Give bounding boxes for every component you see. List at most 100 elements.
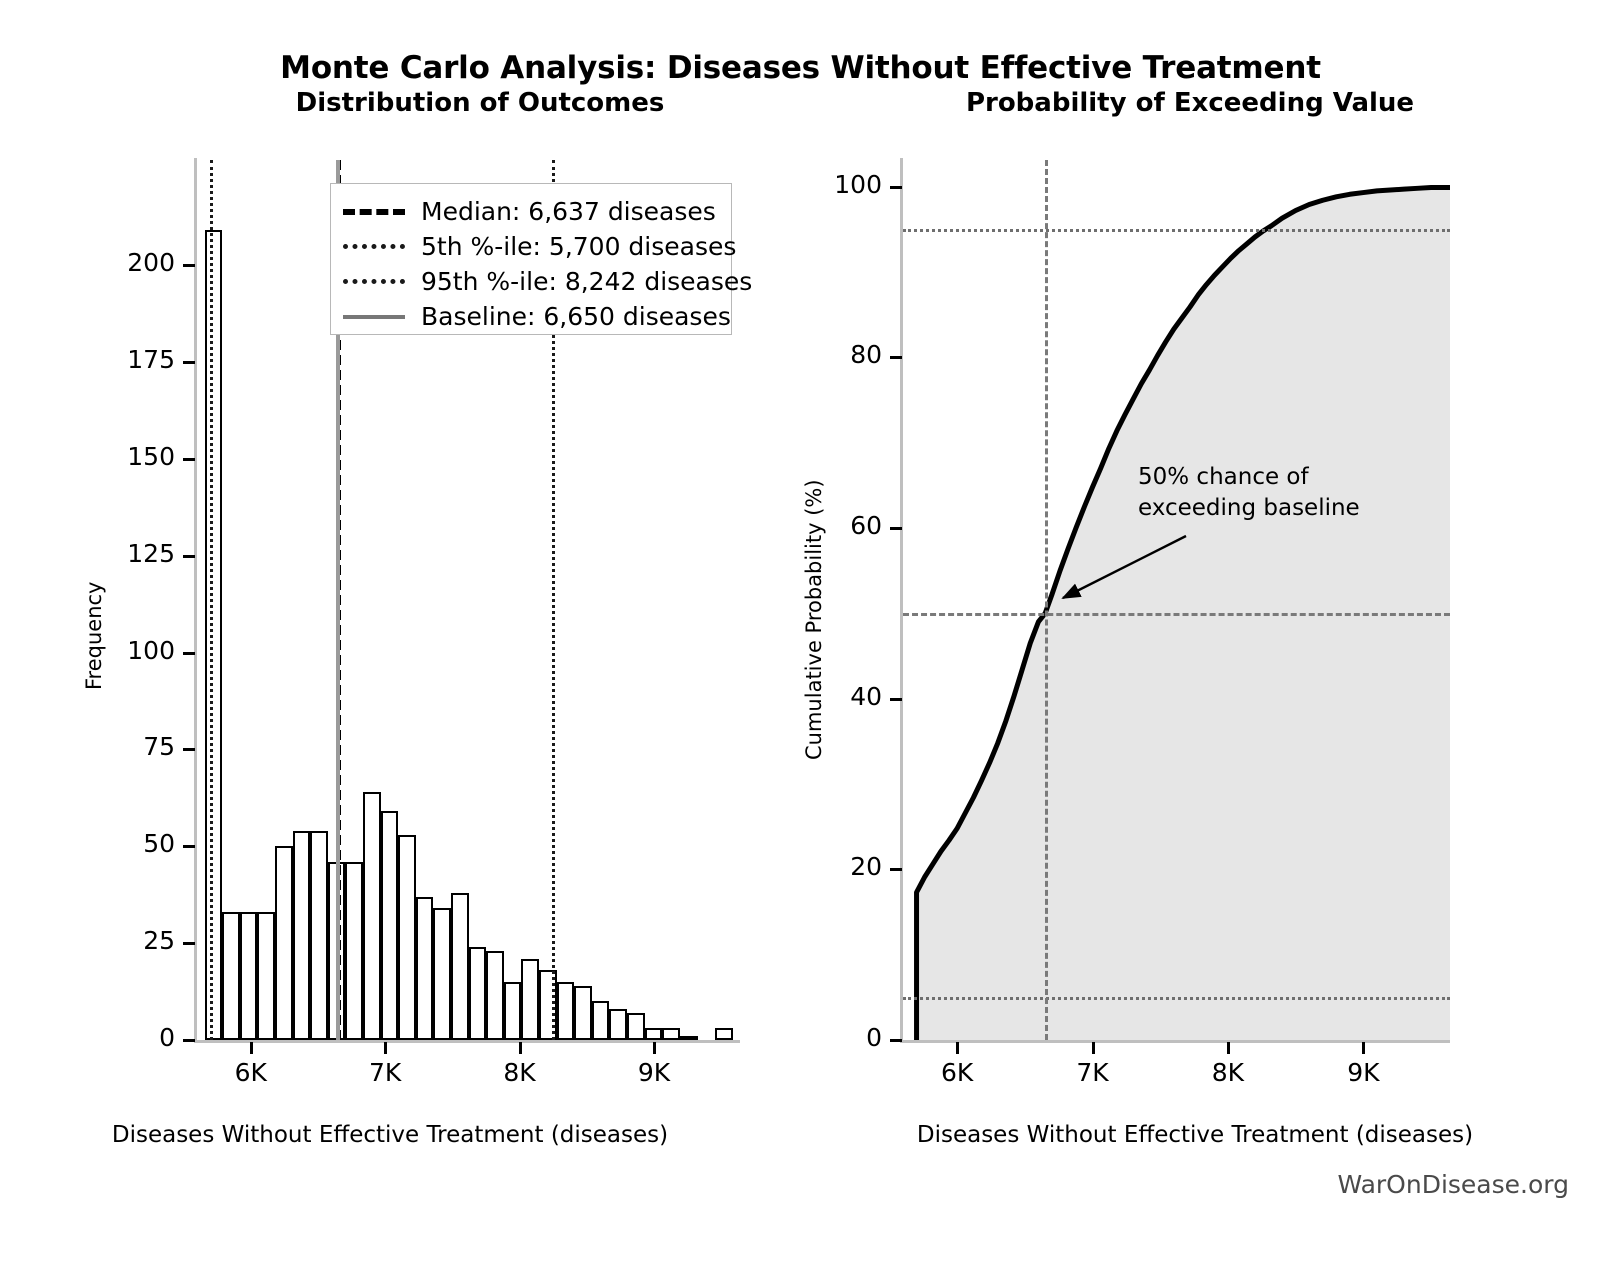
left-y-tick <box>183 554 195 558</box>
legend-item: Median: 6,637 diseases <box>343 194 717 229</box>
left-y-tick <box>183 651 195 655</box>
left-x-tick-label: 8K <box>503 1058 536 1087</box>
histogram-bar <box>679 1036 698 1041</box>
histogram-bar <box>433 908 451 1040</box>
reference-line-p95-horizontal <box>903 229 1450 233</box>
right-x-tick-label: 7K <box>1076 1058 1109 1087</box>
histogram-bar <box>292 830 311 1040</box>
histogram-bar <box>715 1028 733 1040</box>
right-y-tick <box>890 868 902 872</box>
legend-label: Baseline: 6,650 diseases <box>421 302 731 331</box>
legend-label: 5th %-ile: 5,700 diseases <box>421 232 737 261</box>
left-y-tick-label: 0 <box>159 1023 175 1052</box>
right-x-tick <box>1362 1042 1366 1054</box>
histogram-bar <box>521 958 540 1040</box>
left-y-tick-label: 25 <box>143 926 175 956</box>
reference-line-baseline-vertical <box>1045 160 1049 1040</box>
right-y-tick-label: 0 <box>866 1023 882 1052</box>
legend-label: 95th %-ile: 8,242 diseases <box>421 267 753 296</box>
histogram-bar <box>415 896 434 1040</box>
legend-swatch-dashed <box>343 205 405 219</box>
right-y-tick <box>890 526 902 530</box>
right-y-tick-label: 100 <box>834 169 882 199</box>
left-x-tick-label: 9K <box>637 1058 671 1087</box>
reference-line-p95 <box>552 160 556 1040</box>
histogram-bar <box>362 792 381 1040</box>
left-y-tick-label: 175 <box>127 344 175 374</box>
right-x-tick <box>1226 1042 1230 1054</box>
right-y-axis-label: Cumulative Probability (%) <box>802 479 826 760</box>
histogram-bar <box>609 1009 628 1040</box>
left-x-axis-label: Diseases Without Effective Treatment (di… <box>111 1122 669 1148</box>
left-y-tick <box>183 1039 195 1042</box>
histogram-bar <box>468 947 487 1040</box>
histogram-bar <box>345 861 363 1040</box>
legend-item: Baseline: 6,650 diseases <box>343 299 731 334</box>
left-x-tick <box>384 1042 388 1054</box>
histogram-bar <box>486 950 504 1040</box>
histogram-bar <box>398 834 416 1040</box>
left-y-tick-label: 50 <box>143 829 175 859</box>
histogram-bar <box>451 892 469 1040</box>
left-y-tick-label: 125 <box>127 538 175 568</box>
right-x-tick-label: 6K <box>941 1058 974 1087</box>
right-y-tick-label: 80 <box>850 340 882 370</box>
histogram-bar <box>274 846 293 1040</box>
left-x-tick-label: 6K <box>234 1058 267 1087</box>
left-y-tick <box>183 942 195 946</box>
right-y-tick-label: 20 <box>850 852 882 882</box>
cdf-panel: 0 20 40 60 80 100 6K 7K 8K 9K 50% chance of excee… <box>780 0 1601 1150</box>
legend-swatch-dotted <box>343 240 405 254</box>
right-x-tick <box>1091 1042 1095 1054</box>
left-y-tick-label: 150 <box>127 441 175 471</box>
reference-line-p5-horizontal <box>903 997 1450 1001</box>
left-y-tick <box>183 457 195 461</box>
histogram-panel: 0 25 50 75 100 125 150 175 200 6K 7K 8K 9K Frequency… <box>0 0 780 1150</box>
left-panel-subtitle: Distribution of Outcomes <box>295 88 665 118</box>
left-x-tick <box>518 1042 522 1054</box>
cdf-annotation-text: 50% chance of exceeding baseline <box>1138 464 1360 521</box>
figure-footer: WarOnDisease.org <box>1337 1170 1569 1199</box>
left-y-tick <box>183 264 195 267</box>
figure-title: Monte Carlo Analysis: Diseases Without E… <box>280 50 1321 86</box>
histogram-bar <box>627 1012 645 1040</box>
right-y-tick <box>890 185 902 189</box>
right-x-tick-label: 8K <box>1211 1058 1245 1087</box>
left-y-axis-spine <box>194 158 197 1042</box>
left-y-tick <box>183 360 195 364</box>
left-x-tick-label: 7K <box>369 1058 402 1087</box>
histogram-bar <box>503 981 522 1040</box>
legend-item: 5th %-ile: 5,700 diseases <box>343 229 736 264</box>
left-y-tick <box>183 845 195 849</box>
left-y-axis-label: Frequency <box>82 581 106 691</box>
reference-line-p5 <box>210 160 214 1040</box>
legend-swatch-dotted <box>343 275 405 289</box>
reference-line-baseline <box>336 160 341 1040</box>
legend-item: 95th %-ile: 8,242 diseases <box>343 264 752 299</box>
right-y-tick <box>890 1039 902 1042</box>
histogram-bar <box>591 1001 610 1040</box>
right-y-tick-label: 40 <box>850 681 882 711</box>
histogram-bar <box>257 912 275 1040</box>
right-x-axis-spine <box>900 1040 1450 1043</box>
right-y-tick-label: 60 <box>850 510 882 540</box>
legend-label: Median: 6,637 diseases <box>421 197 716 226</box>
histogram-bar <box>222 912 240 1040</box>
reference-line-median-horizontal <box>903 613 1450 617</box>
right-x-tick-label: 9K <box>1347 1058 1380 1087</box>
histogram-legend: Median: 6,637 diseases 5th %-ile: 5,700 d… <box>330 183 752 335</box>
right-panel-subtitle: Probability of Exceeding Value <box>965 88 1415 118</box>
histogram-bar <box>662 1028 680 1040</box>
right-y-axis-spine <box>900 158 903 1042</box>
left-y-tick-label: 100 <box>127 635 175 665</box>
histogram-bar <box>644 1028 663 1040</box>
cdf-annotation-arrow <box>1061 534 1187 600</box>
legend-swatch-solid <box>343 310 405 324</box>
left-x-axis-spine <box>194 1040 740 1043</box>
right-y-tick <box>890 356 902 360</box>
left-y-tick <box>183 748 195 752</box>
left-y-tick-label: 200 <box>127 248 175 277</box>
left-y-tick-label: 75 <box>143 732 175 762</box>
cdf-line <box>914 184 1450 1040</box>
